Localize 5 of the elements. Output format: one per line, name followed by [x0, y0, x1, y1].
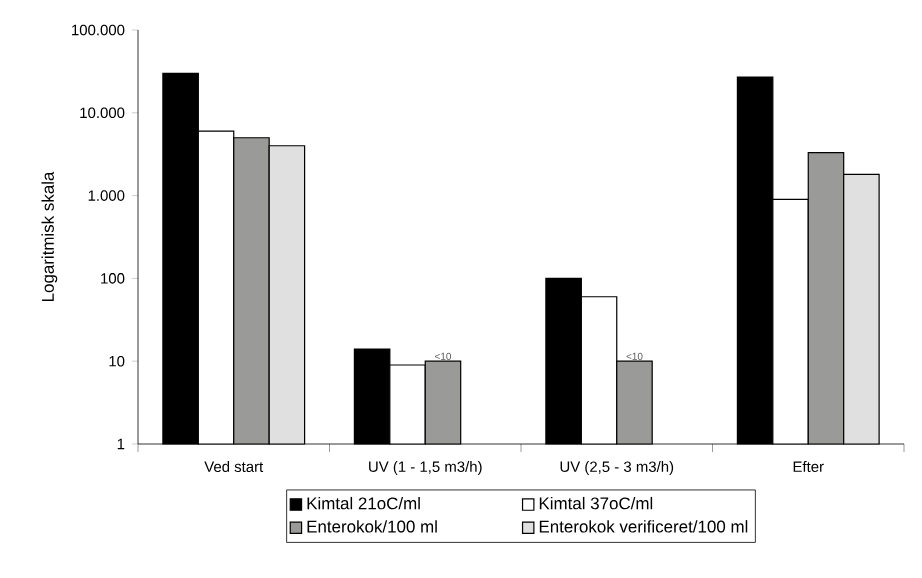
y-axis-title: Logaritmisk skala — [41, 171, 58, 302]
legend-label: Kimtal 21oC/ml — [307, 496, 420, 510]
legend-label: Enterokok verificeret/100 ml — [539, 520, 748, 533]
legend-label: Kimtal 37oC/ml — [539, 496, 653, 510]
legend-label: Enterokok/100 ml — [307, 520, 437, 533]
